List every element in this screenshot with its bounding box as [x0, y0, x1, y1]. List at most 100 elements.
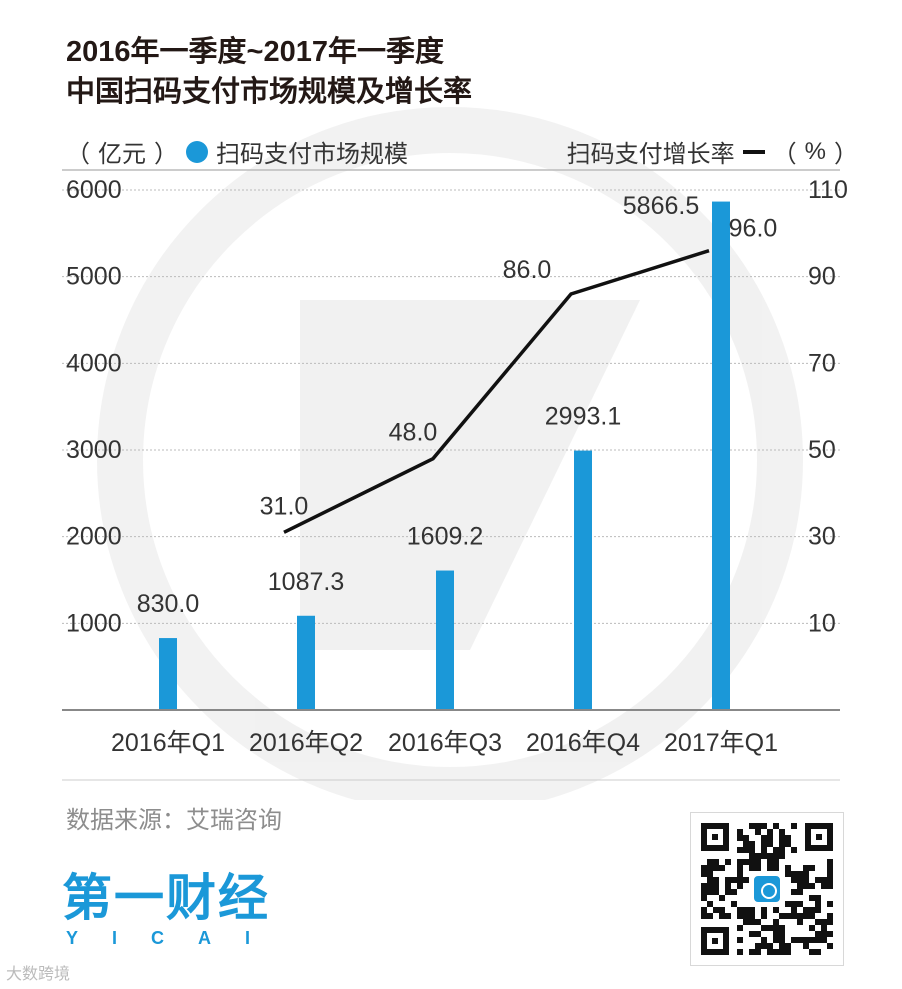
bar-series	[159, 201, 730, 710]
qr-module	[791, 901, 797, 907]
qr-module	[773, 931, 779, 937]
line-series	[283, 248, 710, 534]
qr-module	[779, 913, 785, 919]
watermark-text: 大数跨境	[6, 966, 71, 983]
qr-module	[827, 877, 833, 883]
qr-module	[779, 829, 785, 835]
qr-module	[779, 949, 785, 955]
qr-module	[755, 949, 761, 955]
qr-module	[803, 943, 809, 949]
left-axis-tick-label: 6000	[66, 176, 122, 204]
qr-module	[797, 871, 803, 877]
qr-module	[701, 871, 707, 877]
qr-module	[701, 883, 707, 889]
left-axis-unit: 亿元	[98, 141, 146, 168]
qr-module	[749, 865, 755, 871]
right-axis-unit: %	[804, 137, 826, 165]
yicai-logo-sub: YICAI	[66, 928, 285, 948]
qr-module	[827, 919, 833, 925]
bar	[574, 450, 592, 710]
qr-module	[761, 853, 767, 859]
x-axis-tick-label: 2016年Q3	[388, 729, 502, 757]
qr-module	[809, 925, 815, 931]
qr-module	[707, 883, 713, 889]
qr-module	[707, 859, 713, 865]
qr-module	[797, 883, 803, 889]
qr-module	[779, 841, 785, 847]
qr-module	[803, 913, 809, 919]
qr-module	[755, 931, 761, 937]
left-axis-legend: （ 亿元 ） 扫码支付市场规模	[66, 134, 408, 169]
qr-module	[827, 865, 833, 871]
qr-module	[713, 865, 719, 871]
qr-module	[803, 907, 809, 913]
line-value-label: 86.0	[503, 256, 552, 284]
qr-module	[779, 937, 785, 943]
qr-code-icon[interactable]	[690, 812, 844, 966]
qr-module	[701, 907, 707, 913]
data-labels: 830.0 1087.3 1609.2 2993.1 5866.5 31.0 48.0 86.…	[137, 192, 778, 618]
line-value-label: 31.0	[260, 492, 309, 520]
right-unit-open: （	[772, 141, 797, 168]
qr-module	[755, 943, 761, 949]
qr-module	[791, 907, 797, 913]
left-axis-tick-label: 2000	[66, 523, 122, 551]
right-axis-tick-label: 50	[808, 436, 836, 464]
qr-finder-icon	[805, 823, 833, 851]
qr-module	[719, 865, 725, 871]
qr-module	[755, 853, 761, 859]
qr-module	[725, 877, 731, 883]
qr-module	[791, 847, 797, 853]
qr-module	[701, 895, 707, 901]
qr-module	[737, 925, 743, 931]
right-axis-tick-label: 110	[808, 176, 848, 204]
growth-rate-line	[283, 248, 710, 534]
qr-module	[785, 841, 791, 847]
qr-module	[815, 919, 821, 925]
qr-module	[737, 871, 743, 877]
qr-module	[743, 841, 749, 847]
right-axis-legend: 扫码支付增长率 （ % ）	[567, 134, 858, 169]
qr-module	[779, 835, 785, 841]
qr-module	[749, 913, 755, 919]
qr-module	[749, 907, 755, 913]
qr-module	[761, 943, 767, 949]
qr-module	[707, 877, 713, 883]
qr-module	[785, 865, 791, 871]
qr-module	[755, 865, 761, 871]
qr-module	[737, 883, 743, 889]
bar-value-label: 830.0	[137, 590, 200, 618]
bar	[159, 638, 177, 710]
qr-module	[821, 937, 827, 943]
qr-module	[725, 913, 731, 919]
qr-module	[743, 907, 749, 913]
qr-module	[749, 931, 755, 937]
qr-module	[779, 943, 785, 949]
qr-module	[821, 883, 827, 889]
qr-module	[719, 907, 725, 913]
qr-module	[827, 931, 833, 937]
qr-finder-icon	[701, 927, 729, 955]
qr-module	[821, 877, 827, 883]
qr-module	[767, 835, 773, 841]
qr-module	[701, 889, 707, 895]
qr-module	[827, 883, 833, 889]
qr-module	[797, 913, 803, 919]
qr-module	[773, 949, 779, 955]
qr-module	[821, 931, 827, 937]
qr-module	[755, 919, 761, 925]
qr-module	[749, 919, 755, 925]
qr-module	[761, 913, 767, 919]
bar-value-label: 1609.2	[407, 523, 483, 551]
qr-module	[707, 865, 713, 871]
qr-module	[743, 859, 749, 865]
qr-module	[767, 829, 773, 835]
qr-module	[773, 823, 779, 829]
qr-module	[749, 847, 755, 853]
qr-module	[773, 937, 779, 943]
qr-module	[737, 937, 743, 943]
line-series-name: 扫码支付增长率	[566, 141, 735, 168]
qr-module	[815, 901, 821, 907]
qr-module	[791, 913, 797, 919]
bar	[712, 201, 730, 710]
